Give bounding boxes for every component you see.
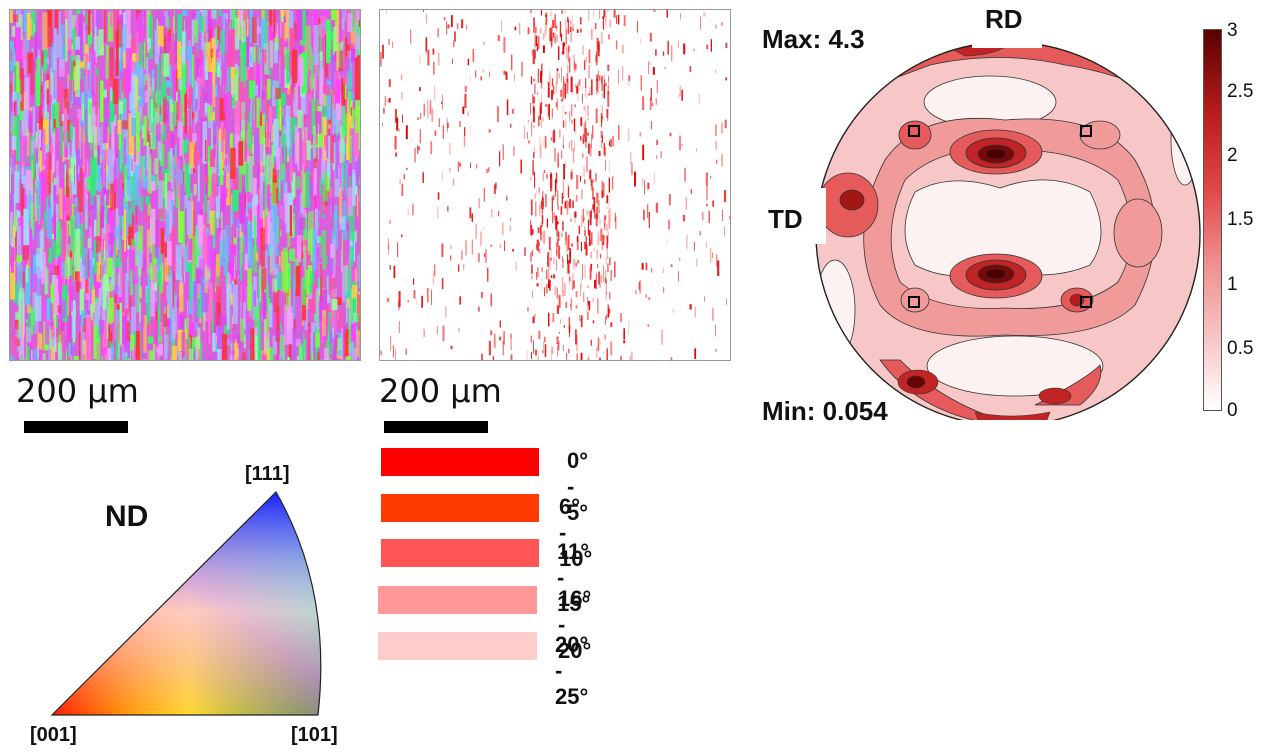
corner-label-111: [111]	[245, 463, 289, 486]
kam-scale-bar	[384, 421, 488, 433]
legend-swatch-2	[381, 539, 539, 567]
misorientation-legend: 0° - 5° 6° - 10° 11° - 15° 16° - 20° 20°…	[0, 0, 1, 1]
pole-figure-contour-plot	[800, 20, 1220, 420]
corner-label-101: [101]	[291, 724, 338, 747]
colorbar-tick-2: 2	[1227, 145, 1238, 167]
ipf-color-triangle	[0, 440, 360, 750]
rd-axis-label: RD	[985, 4, 1023, 35]
legend-label-4: 20° - 25°	[555, 632, 588, 710]
legend-swatch-3	[378, 586, 537, 614]
ipf-orientation-map	[9, 9, 361, 361]
legend-swatch-1	[381, 494, 539, 522]
ipf-scale-label: 200 µm	[16, 372, 139, 410]
kam-scale-label: 200 µm	[379, 372, 502, 410]
legend-swatch-4	[378, 632, 537, 660]
ipf-color-key	[0, 440, 360, 750]
colorbar-tick-3: 3	[1227, 20, 1238, 42]
colorbar-ticks: 3 2.5 2 1.5 1 0.5 0	[1222, 20, 1267, 420]
corner-label-001: [001]	[30, 724, 77, 747]
legend-swatch-0	[381, 448, 539, 476]
pole-figure	[800, 20, 1220, 420]
td-axis-label: TD	[768, 204, 803, 235]
ipf-scale-bar	[24, 421, 128, 433]
pole-figure-colorbar	[1203, 29, 1222, 411]
colorbar-tick-2-5: 2.5	[1227, 81, 1253, 103]
misorientation-map	[379, 9, 731, 361]
colorbar-tick-0: 0	[1227, 400, 1238, 422]
colorbar-tick-1: 1	[1227, 274, 1238, 296]
ipf-map-image	[10, 10, 360, 360]
colorbar-tick-0-5: 0.5	[1227, 338, 1253, 360]
colorbar-tick-1-5: 1.5	[1227, 209, 1253, 231]
ipf-direction-label: ND	[105, 500, 148, 534]
misorientation-map-image	[380, 10, 730, 360]
